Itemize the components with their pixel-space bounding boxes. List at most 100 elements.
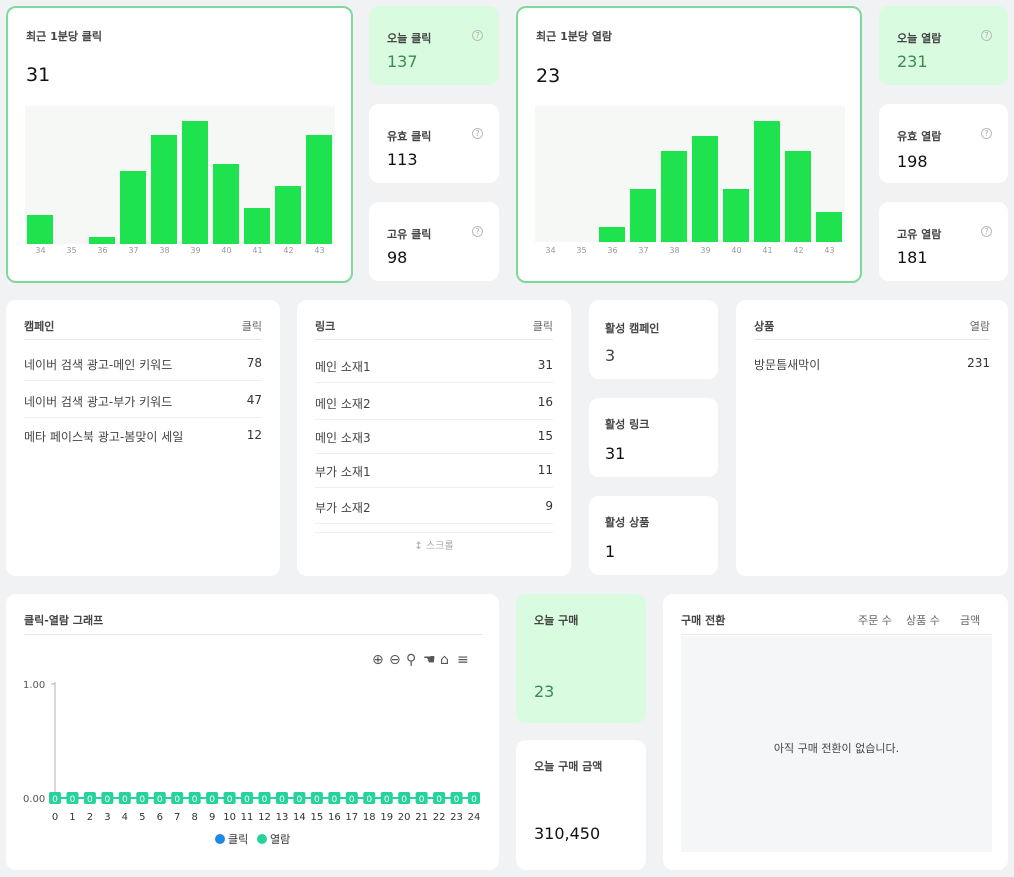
data-label: 0: [70, 795, 76, 805]
table-row[interactable]: 메인 소재3 15: [315, 419, 553, 454]
data-point[interactable]: [136, 792, 149, 804]
data-label: 0: [262, 795, 268, 805]
table-row[interactable]: 부가 소재1 11: [315, 453, 553, 488]
bar[interactable]: [306, 135, 332, 244]
table-row[interactable]: 메타 페이스북 광고-봄맞이 세일 12: [24, 418, 262, 453]
data-label: 0: [384, 795, 390, 805]
bar[interactable]: [630, 189, 656, 242]
active-link-card: 활성 링크 31: [589, 398, 718, 477]
bar[interactable]: [244, 207, 270, 244]
empty-message: 아직 구매 전환이 없습니다.: [773, 742, 900, 755]
table-row[interactable]: 네이버 검색 광고-메인 키워드 78: [24, 346, 262, 381]
zoom-in-icon[interactable]: ⊕: [372, 652, 384, 668]
unique-view-card: 고유 열람 ? 181: [879, 202, 1008, 281]
legend-marker: [257, 834, 267, 844]
data-point[interactable]: [101, 792, 114, 804]
help-icon[interactable]: ?: [472, 30, 483, 41]
data-point[interactable]: [345, 792, 358, 804]
view-minute-chart: [535, 106, 845, 242]
data-point[interactable]: [258, 792, 271, 804]
data-point[interactable]: [310, 792, 323, 804]
x-tick-label: 13: [276, 812, 289, 823]
home-icon[interactable]: ⌂: [440, 652, 449, 668]
pan-hand-icon[interactable]: ☚: [423, 652, 436, 668]
bar[interactable]: [723, 189, 749, 242]
data-point[interactable]: [83, 792, 96, 804]
data-point[interactable]: [415, 792, 428, 804]
link-name: 메인 소재2: [315, 397, 371, 411]
data-point[interactable]: [206, 792, 219, 804]
bar[interactable]: [182, 120, 208, 244]
data-point[interactable]: [398, 792, 411, 804]
click-minute-title: 최근 1분당 클릭: [26, 30, 103, 43]
data-point[interactable]: [188, 792, 201, 804]
bar[interactable]: [213, 164, 239, 244]
link-name: 부가 소재2: [315, 501, 371, 515]
help-icon[interactable]: ?: [472, 128, 483, 139]
table-row[interactable]: 방문틈새막이 231: [754, 346, 990, 381]
data-point[interactable]: [118, 792, 131, 804]
help-icon[interactable]: ?: [981, 226, 992, 237]
bar[interactable]: [599, 226, 625, 242]
x-tick-label: 11: [241, 812, 254, 823]
valid-click-value: 113: [387, 150, 418, 169]
campaign-name: 메타 페이스북 광고-봄맞이 세일: [24, 430, 184, 444]
menu-icon[interactable]: ≡: [457, 652, 469, 668]
data-label: 0: [209, 795, 215, 805]
data-point[interactable]: [49, 792, 61, 804]
click-minute-value: 31: [26, 64, 51, 86]
data-point[interactable]: [363, 792, 376, 804]
table-row[interactable]: 네이버 검색 광고-부가 키워드 47: [24, 383, 262, 418]
bar[interactable]: [661, 151, 687, 242]
bar[interactable]: [89, 236, 115, 244]
data-point[interactable]: [468, 792, 480, 804]
x-tick-label: 7: [174, 812, 180, 823]
conversion-card: 구매 전환 주문 수 상품 수 금액 아직 구매 전환이 없습니다.: [663, 594, 1008, 870]
data-point[interactable]: [223, 792, 236, 804]
data-point[interactable]: [293, 792, 306, 804]
table-row[interactable]: 메인 소재1 31: [315, 348, 553, 383]
bar[interactable]: [151, 135, 177, 244]
help-icon[interactable]: ?: [981, 30, 992, 41]
bar[interactable]: [692, 136, 718, 242]
bar[interactable]: [754, 121, 780, 242]
bar[interactable]: [816, 211, 842, 242]
active-product-value: 1: [605, 542, 616, 561]
help-icon[interactable]: ?: [472, 226, 483, 237]
campaign-table-header: 캠페인 클릭: [24, 318, 262, 340]
table-row[interactable]: 메인 소재2 16: [315, 385, 553, 420]
data-point[interactable]: [66, 792, 79, 804]
x-tick-label: 38: [669, 246, 680, 255]
data-point[interactable]: [153, 792, 166, 804]
data-label: 0: [349, 795, 355, 805]
today-purchase-amount-value: 310,450: [534, 824, 601, 843]
table-row[interactable]: 부가 소재2 9: [315, 489, 553, 524]
x-tick-label: 22: [433, 812, 446, 823]
data-point[interactable]: [450, 792, 463, 804]
help-icon[interactable]: ?: [981, 128, 992, 139]
x-tick-label: 43: [314, 246, 325, 255]
bar[interactable]: [275, 185, 301, 244]
link-table-card: 링크 클릭 메인 소재1 31 메인 소재2 16 메인 소재3 15 부가 소재1 1…: [297, 300, 571, 576]
data-point[interactable]: [328, 792, 341, 804]
data-point[interactable]: [380, 792, 393, 804]
bar[interactable]: [120, 171, 146, 244]
conversion-col-products: 상품 수: [906, 614, 940, 627]
data-point[interactable]: [275, 792, 288, 804]
active-campaign-card: 활성 캠페인 3: [589, 300, 718, 379]
data-point[interactable]: [433, 792, 446, 804]
data-label: 0: [419, 795, 425, 805]
data-label: 0: [174, 795, 180, 805]
x-tick-label: 4: [122, 812, 128, 823]
bar[interactable]: [785, 151, 811, 242]
unique-click-title: 고유 클릭: [387, 228, 432, 241]
view-minute-title: 최근 1분당 열람: [536, 30, 613, 43]
magnify-icon[interactable]: ⚲: [406, 652, 416, 668]
zoom-out-icon[interactable]: ⊖: [389, 652, 401, 668]
bar[interactable]: [27, 214, 53, 244]
data-point[interactable]: [171, 792, 184, 804]
x-tick-label: 19: [380, 812, 393, 823]
data-point[interactable]: [241, 792, 254, 804]
link-name: 메인 소재1: [315, 360, 371, 374]
scroll-hint[interactable]: ↕ 스크롤: [315, 532, 553, 552]
